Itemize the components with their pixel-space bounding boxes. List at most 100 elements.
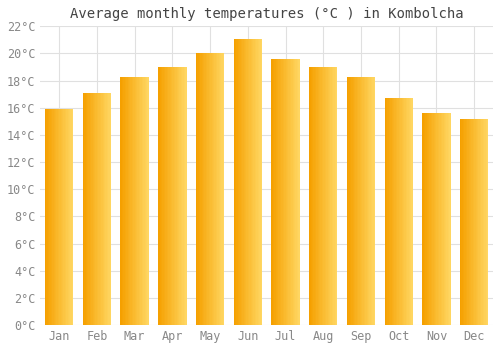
Bar	[120, 77, 122, 325]
Bar	[422, 113, 424, 325]
Bar	[56, 109, 58, 325]
Bar	[92, 93, 94, 325]
Bar	[254, 38, 255, 325]
Bar	[72, 109, 74, 325]
Bar	[245, 38, 246, 325]
Bar	[332, 67, 333, 325]
Bar	[97, 93, 98, 325]
Bar	[158, 67, 160, 325]
Bar	[52, 109, 54, 325]
Bar	[62, 109, 64, 325]
Bar	[425, 113, 426, 325]
Bar	[352, 77, 354, 325]
Bar	[276, 59, 277, 325]
Bar	[482, 119, 484, 325]
Bar	[446, 113, 448, 325]
Bar	[258, 38, 259, 325]
Bar	[330, 67, 332, 325]
Bar	[208, 54, 210, 325]
Bar	[360, 77, 361, 325]
Bar	[389, 98, 390, 325]
Bar	[220, 54, 222, 325]
Bar	[234, 38, 235, 325]
Bar	[400, 98, 402, 325]
Bar	[318, 67, 319, 325]
Bar	[202, 54, 203, 325]
Bar	[402, 98, 403, 325]
Bar	[272, 59, 273, 325]
Bar	[55, 109, 56, 325]
Bar	[161, 67, 162, 325]
Bar	[484, 119, 486, 325]
Bar	[278, 59, 280, 325]
Bar	[108, 93, 110, 325]
Bar	[468, 119, 470, 325]
Bar	[312, 67, 314, 325]
Bar	[132, 77, 133, 325]
Title: Average monthly temperatures (°C ) in Kombolcha: Average monthly temperatures (°C ) in Ko…	[70, 7, 464, 21]
Bar	[66, 109, 68, 325]
Bar	[477, 119, 478, 325]
Bar	[309, 67, 310, 325]
Bar	[284, 59, 286, 325]
Bar	[428, 113, 430, 325]
Bar	[106, 93, 107, 325]
Bar	[45, 109, 46, 325]
Bar	[435, 113, 436, 325]
Bar	[184, 67, 185, 325]
Bar	[392, 98, 393, 325]
Bar	[122, 77, 124, 325]
Bar	[298, 59, 300, 325]
Bar	[393, 98, 394, 325]
Bar	[466, 119, 467, 325]
Bar	[366, 77, 368, 325]
Bar	[143, 77, 144, 325]
Bar	[316, 67, 318, 325]
Bar	[354, 77, 356, 325]
Bar	[174, 67, 175, 325]
Bar	[424, 113, 425, 325]
Bar	[407, 98, 408, 325]
Bar	[408, 98, 410, 325]
Bar	[403, 98, 404, 325]
Bar	[260, 38, 262, 325]
Bar	[236, 38, 238, 325]
Bar	[86, 93, 87, 325]
Bar	[386, 98, 388, 325]
Bar	[136, 77, 138, 325]
Bar	[436, 113, 438, 325]
Bar	[90, 93, 91, 325]
Bar	[199, 54, 200, 325]
Bar	[351, 77, 352, 325]
Bar	[426, 113, 428, 325]
Bar	[217, 54, 218, 325]
Bar	[130, 77, 132, 325]
Bar	[200, 54, 202, 325]
Bar	[287, 59, 288, 325]
Bar	[430, 113, 431, 325]
Bar	[315, 67, 316, 325]
Bar	[364, 77, 365, 325]
Bar	[464, 119, 466, 325]
Bar	[126, 77, 128, 325]
Bar	[398, 98, 400, 325]
Bar	[83, 93, 84, 325]
Bar	[449, 113, 450, 325]
Bar	[294, 59, 296, 325]
Bar	[277, 59, 278, 325]
Bar	[249, 38, 250, 325]
Bar	[242, 38, 244, 325]
Bar	[171, 67, 172, 325]
Bar	[442, 113, 444, 325]
Bar	[404, 98, 406, 325]
Bar	[98, 93, 100, 325]
Bar	[212, 54, 213, 325]
Bar	[248, 38, 249, 325]
Bar	[356, 77, 357, 325]
Bar	[70, 109, 72, 325]
Bar	[96, 93, 97, 325]
Bar	[238, 38, 240, 325]
Bar	[390, 98, 392, 325]
Bar	[440, 113, 442, 325]
Bar	[124, 77, 126, 325]
